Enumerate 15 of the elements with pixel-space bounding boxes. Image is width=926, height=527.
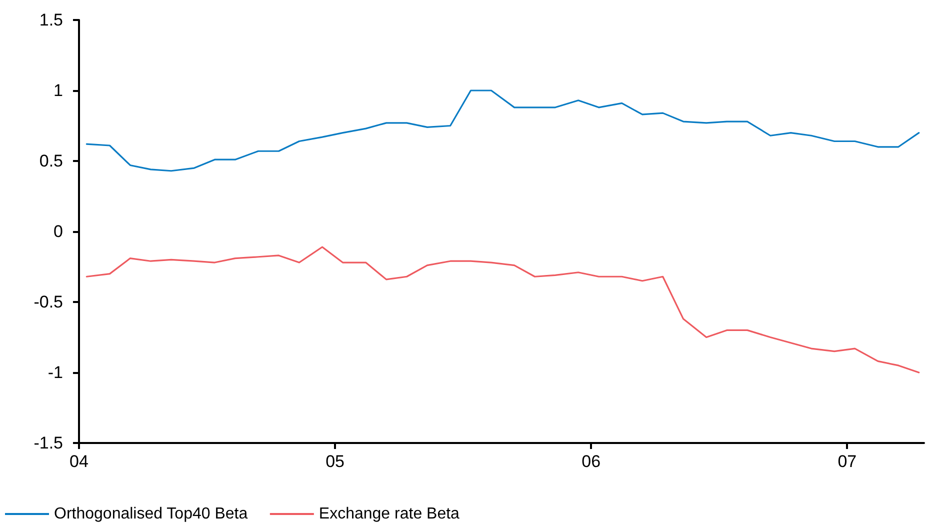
line-series bbox=[86, 90, 920, 172]
x-tick-label: 07 bbox=[838, 452, 857, 471]
y-tick-label: 0 bbox=[54, 222, 63, 241]
y-tick-label: 1 bbox=[54, 81, 63, 100]
x-tick-label: 04 bbox=[70, 452, 88, 471]
y-tick-label: 0.5 bbox=[39, 152, 63, 170]
y-tick-label: -1 bbox=[48, 363, 63, 382]
x-tick-label: 06 bbox=[582, 452, 601, 471]
y-tick-label: 1.5 bbox=[39, 10, 63, 30]
y-tick-label: -1.5 bbox=[34, 434, 63, 452]
y-tick-label: -0.5 bbox=[34, 292, 63, 312]
x-tick-label: 05 bbox=[326, 452, 345, 471]
legend-label: Exchange rate Beta bbox=[318, 506, 460, 522]
legend-label: Orthogonalised Top40 Beta bbox=[54, 506, 248, 522]
line-series bbox=[86, 246, 920, 374]
